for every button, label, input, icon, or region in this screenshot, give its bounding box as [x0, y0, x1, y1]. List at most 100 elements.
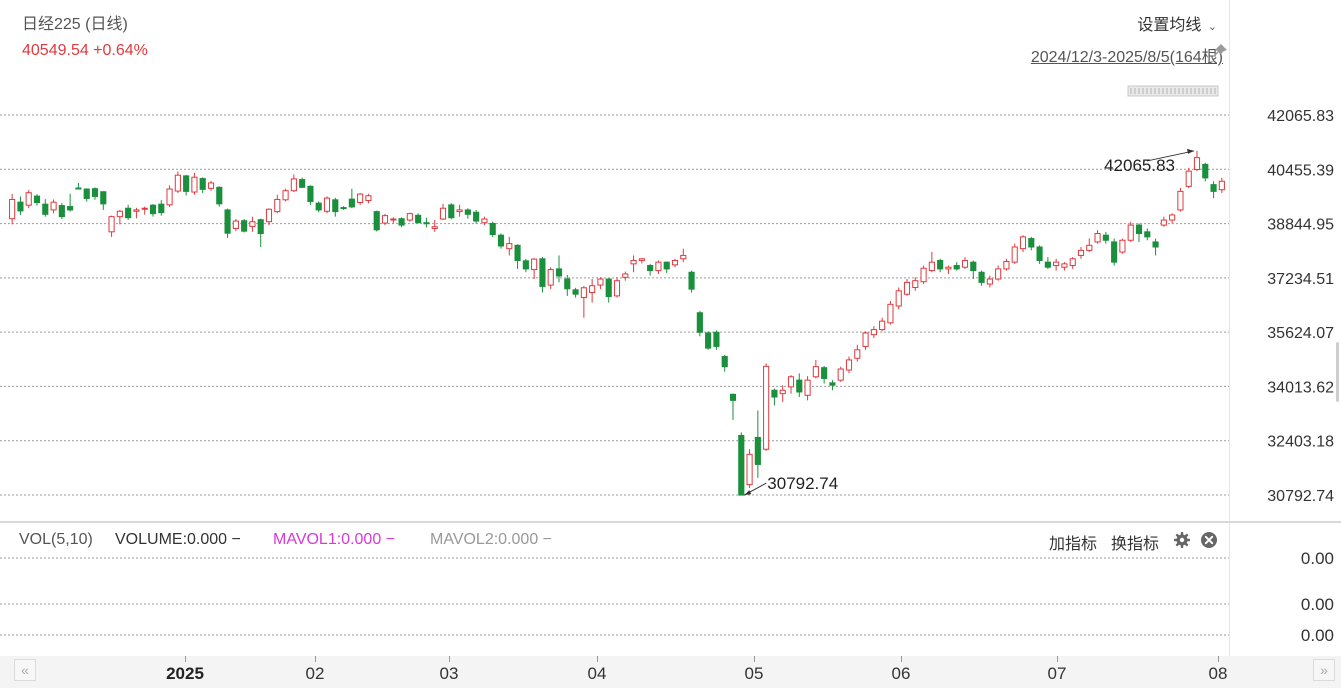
candle — [207, 180, 215, 191]
candle-body — [1044, 261, 1051, 268]
candle — [1127, 221, 1134, 242]
candle-body — [870, 329, 877, 336]
candle — [25, 190, 32, 209]
candle — [91, 187, 99, 200]
candle-body — [406, 213, 413, 221]
candle — [1160, 216, 1167, 227]
candle — [754, 410, 761, 478]
candle — [506, 236, 513, 256]
candle-body — [398, 218, 405, 226]
candle-body — [696, 312, 703, 333]
candle — [1036, 245, 1043, 264]
candle — [613, 277, 621, 298]
candle-body — [638, 258, 645, 261]
candle — [605, 278, 612, 303]
candle-body — [729, 393, 737, 401]
candle-body — [1077, 249, 1085, 256]
add-indicator-button[interactable]: 加指标 — [1049, 536, 1098, 553]
candle — [17, 196, 24, 215]
candle-body — [183, 175, 190, 192]
candle-body — [862, 332, 869, 347]
candle — [133, 207, 140, 219]
candle-body — [1144, 231, 1151, 238]
y-tick-label: 42065.83 — [1267, 108, 1334, 125]
close-icon[interactable] — [1200, 531, 1218, 549]
candle — [705, 331, 712, 350]
candle — [721, 354, 728, 372]
candle-body — [58, 205, 65, 218]
candle — [1069, 257, 1076, 269]
mavol1-value: MAVOL1:0.000 − — [273, 531, 395, 549]
candle-body — [116, 210, 123, 218]
swap-indicator-button[interactable]: 换指标 — [1111, 536, 1160, 553]
scroll-left-button[interactable]: « — [14, 659, 36, 681]
candle — [912, 277, 919, 291]
candle — [953, 262, 960, 271]
candle-body — [597, 278, 604, 286]
candle-body — [141, 207, 148, 210]
candle — [199, 177, 206, 194]
candle-body — [50, 201, 57, 211]
x-tick-label: 06 — [891, 664, 911, 683]
candle-body — [91, 188, 99, 197]
candle — [638, 258, 645, 264]
panel-resize-handle[interactable] — [1336, 342, 1339, 402]
candle — [763, 363, 770, 451]
y-tick-label: 34013.62 — [1267, 379, 1334, 396]
candle — [58, 202, 65, 220]
y-tick-label: 37234.51 — [1267, 271, 1334, 288]
candle — [149, 204, 157, 217]
candle — [1102, 231, 1109, 244]
candle — [315, 201, 322, 213]
candle — [274, 194, 281, 214]
candle — [1028, 236, 1035, 251]
candle — [688, 270, 695, 293]
candle — [265, 208, 273, 226]
candle-body — [514, 244, 521, 261]
x-tick-label: 02 — [305, 664, 325, 683]
candle — [423, 217, 430, 228]
candle-body — [812, 366, 819, 378]
candle-body — [257, 219, 264, 235]
candle-body — [705, 332, 712, 349]
candle-body — [763, 365, 770, 450]
candle — [50, 199, 57, 214]
ind-y-tick-label: 0.00 — [1301, 549, 1334, 568]
candle-body — [912, 280, 919, 288]
candle-body — [804, 379, 811, 396]
candle — [1119, 238, 1126, 254]
candle — [497, 233, 505, 249]
pin-icon[interactable] — [1211, 42, 1229, 60]
candle-body — [1086, 244, 1093, 251]
panel-separator[interactable] — [0, 521, 1341, 523]
candle — [9, 193, 16, 225]
candle — [1077, 246, 1085, 259]
date-range-link[interactable]: 2024/12/3-2025/8/5(164根) — [1030, 49, 1223, 66]
candle — [580, 286, 587, 318]
candle-body — [547, 269, 554, 286]
candle — [83, 188, 90, 202]
candlestick-chart[interactable]: 42065.83 40455.39 38844.95 37234.51 35624.07… — [0, 0, 1341, 521]
candle-body — [439, 207, 447, 220]
candle — [257, 218, 264, 247]
candle — [1202, 162, 1209, 182]
ma-setting-button[interactable]: 设置均线 ⌄ — [1137, 11, 1217, 35]
candle-body — [1028, 238, 1035, 248]
gear-icon[interactable] — [1173, 531, 1191, 549]
candle — [647, 263, 654, 276]
y-tick-label: 38844.95 — [1267, 217, 1334, 234]
candle — [995, 265, 1002, 281]
candle — [589, 279, 596, 303]
x-tick — [315, 656, 316, 662]
candle-body — [1094, 233, 1101, 243]
candle — [481, 216, 488, 226]
candle-body — [241, 220, 248, 232]
candle-body — [158, 203, 165, 214]
scroll-right-button[interactable]: » — [1313, 659, 1335, 681]
candle-body — [1152, 241, 1159, 248]
mavol1-label: MAVOL1:0.000 — [273, 531, 382, 548]
range-slider-handle[interactable] — [1127, 85, 1219, 97]
x-tick — [597, 656, 598, 662]
candle-body — [1019, 236, 1027, 250]
x-tick-label: 05 — [744, 664, 764, 683]
